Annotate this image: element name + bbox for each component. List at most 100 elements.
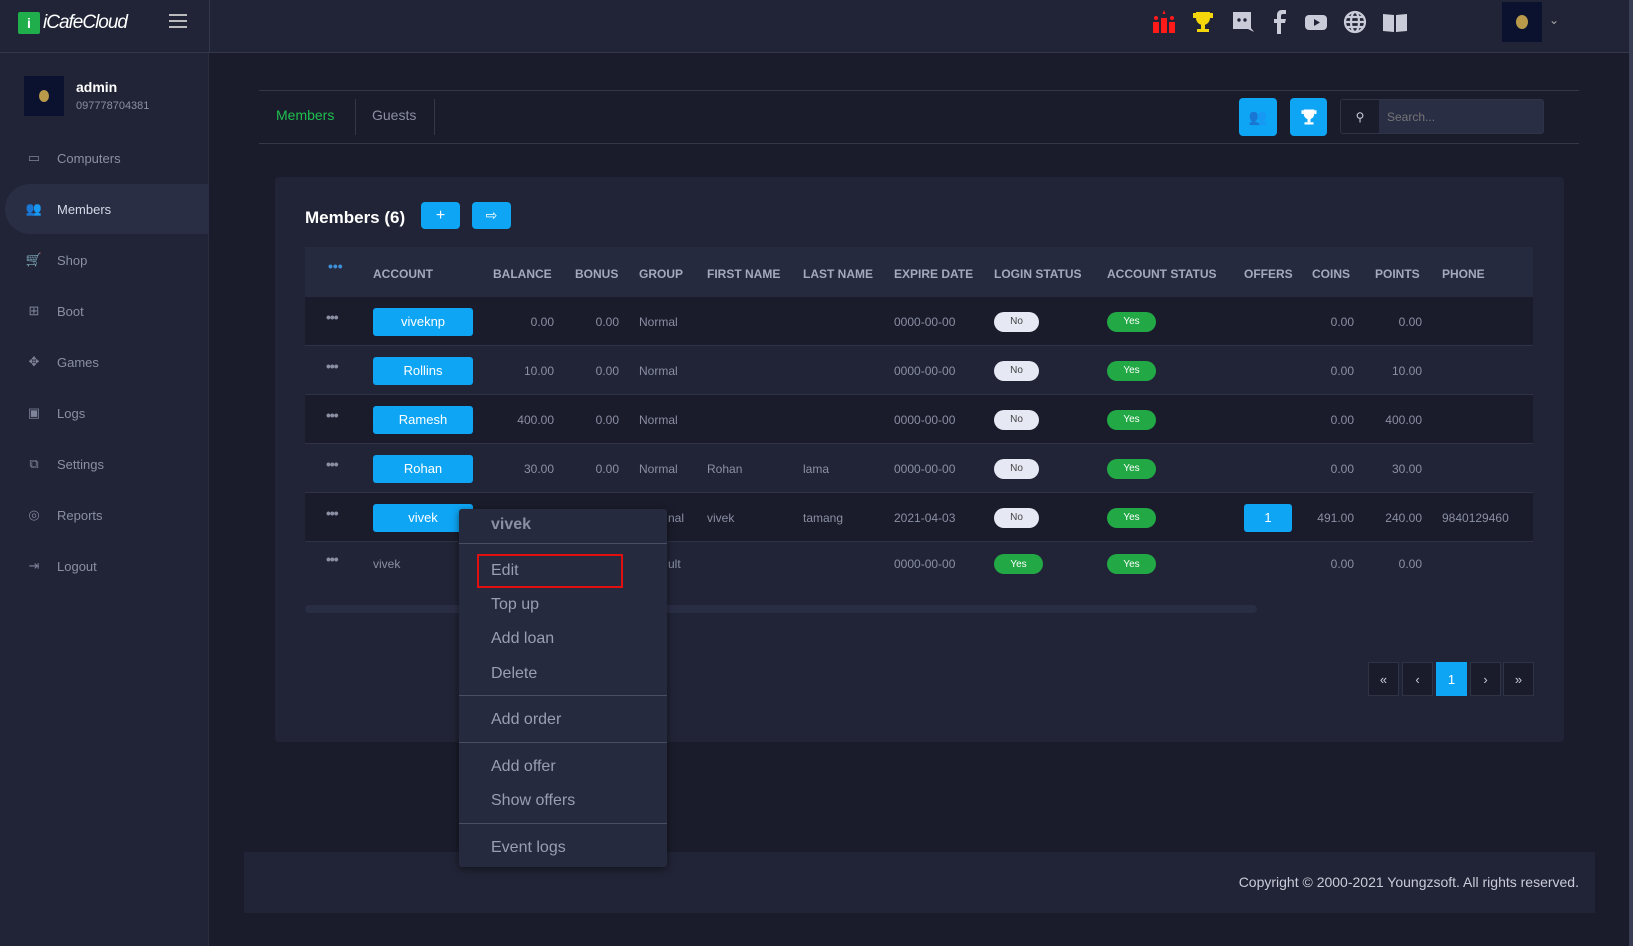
ranking-icon[interactable]	[1152, 10, 1176, 34]
member-groups-button[interactable]: 👥	[1239, 98, 1277, 136]
rankings-button[interactable]	[1290, 98, 1327, 136]
row-options-icon[interactable]: •••	[326, 406, 339, 423]
account-button[interactable]: Ramesh	[373, 405, 473, 434]
export-button[interactable]: ⇨	[472, 202, 511, 229]
column-header-phone[interactable]: PHONE	[1442, 267, 1485, 281]
column-header-offers[interactable]: OFFERS	[1244, 267, 1293, 281]
monitor-icon: ▭	[27, 150, 41, 165]
cell-coins: 0.00	[1330, 363, 1354, 378]
row-options-icon[interactable]: •••	[326, 455, 339, 472]
cell-points: 10.00	[1391, 363, 1422, 378]
cell-coins: 0.00	[1330, 557, 1354, 571]
sidebar-item-computers[interactable]: ▭ Computers	[5, 133, 209, 183]
youtube-icon[interactable]	[1304, 10, 1328, 34]
sidebar-item-label: Shop	[57, 252, 88, 268]
login-status-badge: No	[994, 458, 1039, 479]
sidebar-item-logout[interactable]: ⇥ Logout	[5, 541, 209, 591]
sidebar-item-shop[interactable]: 🛒 Shop	[5, 235, 209, 285]
sidebar-item-settings[interactable]: ⧉ Settings	[5, 439, 209, 489]
menu-item-delete[interactable]: Delete	[491, 665, 538, 682]
sidebar-item-games[interactable]: ✥ Games	[5, 337, 209, 387]
menu-item-add-order[interactable]: Add order	[491, 711, 562, 728]
tab-divider	[434, 99, 435, 135]
row-options-icon[interactable]: •••	[326, 551, 339, 567]
account-button[interactable]: Rollins	[373, 356, 473, 385]
book-icon[interactable]	[1382, 10, 1408, 34]
row-options-icon[interactable]: •••	[326, 308, 339, 325]
menu-item-top-up[interactable]: Top up	[491, 596, 540, 613]
column-header-last[interactable]: LAST NAME	[803, 267, 873, 281]
tab-members[interactable]: Members	[276, 107, 335, 123]
menu-item-event-logs[interactable]: Event logs	[491, 839, 566, 856]
column-header-bonus[interactable]: BONUS	[575, 267, 619, 281]
horizontal-scrollbar[interactable]	[305, 605, 1257, 613]
brand-logo[interactable]: i iCafeCloud	[18, 12, 128, 34]
menu-item-add-loan[interactable]: Add loan	[491, 630, 555, 647]
sidebar-item-members[interactable]: 👥 Members	[5, 184, 209, 234]
hamburger-menu-icon[interactable]	[169, 14, 187, 28]
cell-points: 0.00	[1398, 557, 1422, 571]
menu-divider	[459, 543, 667, 544]
table-header	[305, 247, 1533, 297]
search-input[interactable]	[1379, 100, 1543, 133]
account-button[interactable]: viveknp	[373, 307, 473, 336]
page-next-button[interactable]: ›	[1470, 662, 1501, 696]
edit-highlight-box	[477, 554, 623, 588]
cell-first: vivek	[707, 510, 735, 525]
table-row	[305, 444, 1533, 493]
account-button[interactable]: Rohan	[373, 454, 473, 483]
row-options-icon[interactable]: •••	[326, 504, 339, 521]
menu-item-edit[interactable]: Edit	[491, 562, 519, 579]
column-header-status[interactable]: ACCOUNT STATUS	[1107, 267, 1217, 281]
sidebar-item-reports[interactable]: ◎ Reports	[5, 490, 209, 540]
sidebar-item-label: Logout	[57, 558, 97, 574]
column-header-points[interactable]: POINTS	[1375, 267, 1420, 281]
column-header-account[interactable]: ACCOUNT	[373, 267, 433, 281]
column-header-expire[interactable]: EXPIRE DATE	[894, 267, 974, 281]
menu-item-show-offers[interactable]: Show offers	[491, 792, 576, 809]
page-first-button[interactable]: «	[1368, 662, 1399, 696]
page-prev-button[interactable]: ‹	[1402, 662, 1433, 696]
offers-button[interactable]: 1	[1244, 503, 1292, 532]
column-header-group[interactable]: GROUP	[639, 267, 684, 281]
page-1-button[interactable]: 1	[1436, 662, 1467, 696]
divider	[209, 0, 210, 53]
cell-account: vivek	[373, 557, 401, 571]
column-header-balance[interactable]: BALANCE	[493, 267, 552, 281]
add-member-button[interactable]: +	[421, 202, 460, 229]
menu-item-add-offer[interactable]: Add offer	[491, 758, 556, 775]
row-options-icon[interactable]: •••	[326, 357, 339, 374]
cell-group: Normal	[639, 412, 678, 427]
members-title: Members (6)	[305, 208, 406, 227]
cell-balance: 10.00	[523, 363, 554, 378]
column-options-icon[interactable]: •••	[328, 258, 343, 274]
tab-guests[interactable]: Guests	[372, 107, 417, 123]
status-status-badge: Yes	[1107, 360, 1156, 381]
top-bar: i iCafeCloud ⌄	[0, 0, 1633, 53]
cell-points: 0.00	[1398, 314, 1422, 329]
table-row	[305, 297, 1533, 346]
sidebar-item-boot[interactable]: ⊞ Boot	[5, 286, 209, 336]
sidebar-item-label: Games	[57, 354, 99, 370]
sidebar-item-logs[interactable]: ▣ Logs	[5, 388, 209, 438]
cell-group: nal	[668, 510, 685, 525]
page-last-button[interactable]: »	[1503, 662, 1534, 696]
chevron-down-icon[interactable]: ⌄	[1549, 13, 1560, 27]
window-scrollbar[interactable]	[1629, 0, 1633, 946]
cell-coins: 0.00	[1330, 461, 1354, 476]
profile-avatar[interactable]	[1502, 2, 1542, 42]
facebook-icon[interactable]	[1269, 10, 1289, 34]
gamepad-icon: ✥	[28, 354, 40, 369]
login-status-badge: No	[994, 311, 1039, 332]
column-header-login[interactable]: LOGIN STATUS	[994, 267, 1082, 281]
globe-icon[interactable]	[1343, 10, 1367, 34]
sidebar-item-label: Computers	[57, 150, 121, 166]
discord-icon[interactable]	[1230, 10, 1254, 34]
account-button[interactable]: vivek	[373, 503, 473, 532]
trophy-icon[interactable]	[1191, 10, 1215, 34]
column-header-first[interactable]: FIRST NAME	[707, 267, 781, 281]
column-header-coins[interactable]: COINS	[1312, 267, 1351, 281]
award-icon: ◎	[28, 507, 40, 522]
export-icon: ⇨	[485, 207, 498, 223]
cell-expire: 0000-00-00	[894, 557, 956, 571]
